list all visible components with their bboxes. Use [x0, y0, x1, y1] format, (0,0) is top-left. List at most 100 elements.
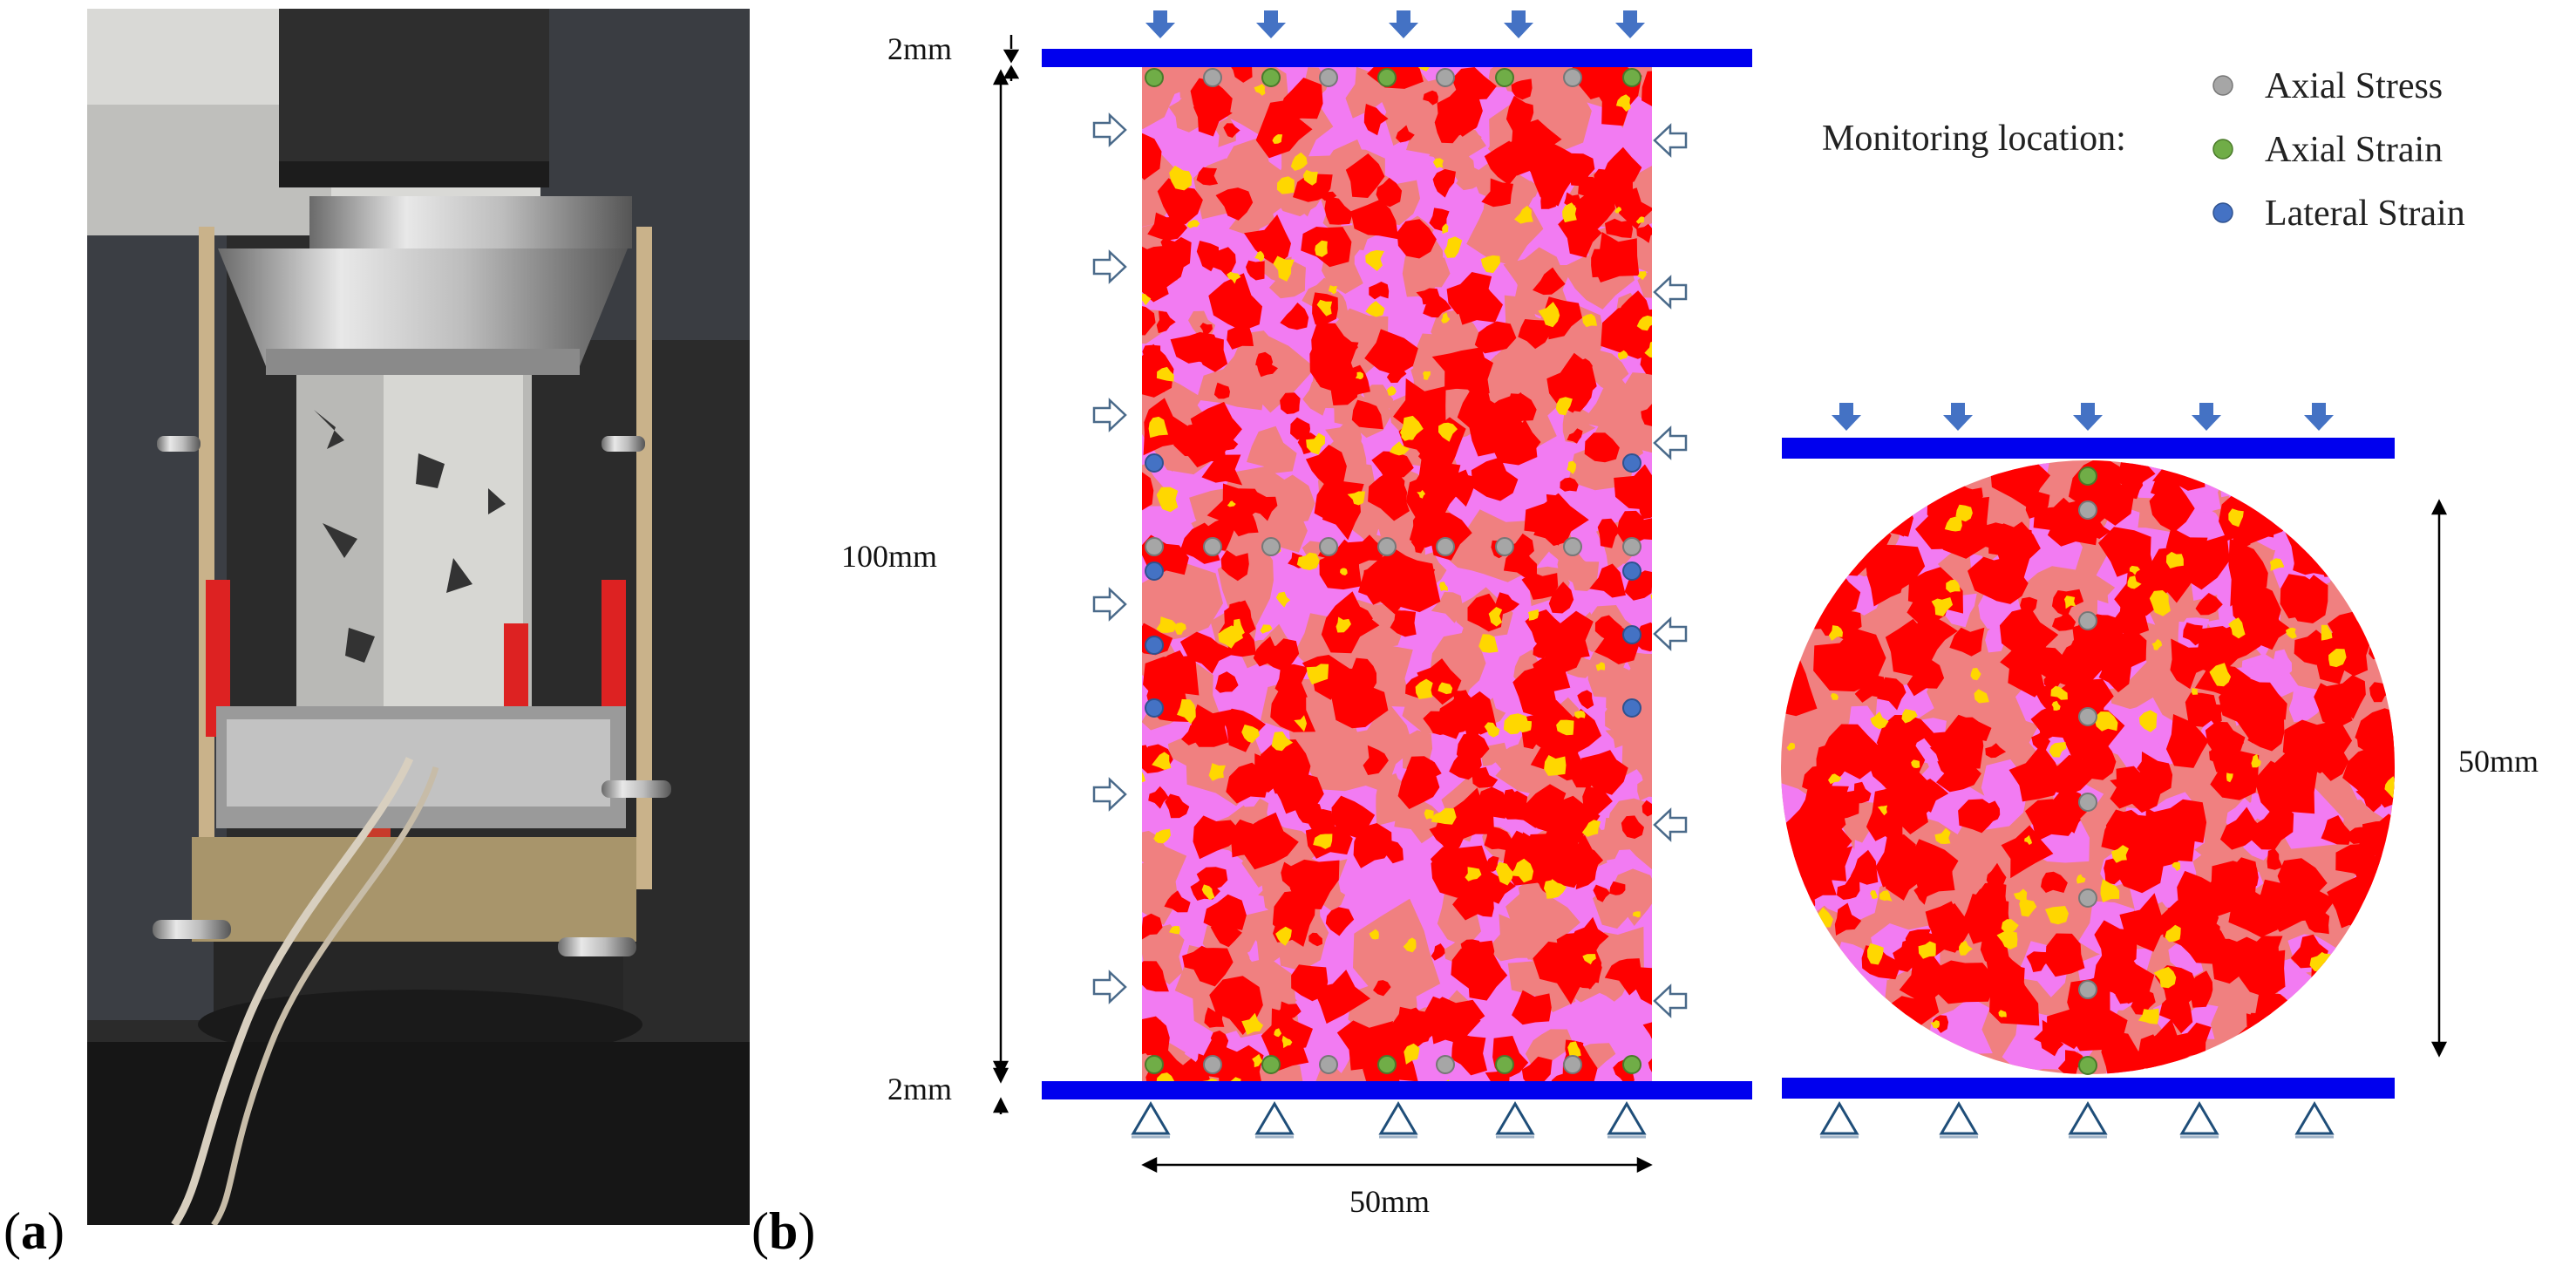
- aggregate-particle: [1467, 895, 1494, 917]
- aggregate-particle: [1624, 570, 1652, 601]
- aggregate-particle: [1378, 837, 1404, 864]
- itz-patch: [1432, 158, 1444, 168]
- itz-patch: [1260, 624, 1273, 634]
- matrix-patch: [2336, 472, 2381, 514]
- aggregate-particle: [1580, 750, 1628, 795]
- matrix-patch: [2267, 649, 2293, 677]
- roller-support-triangle-icon: [1131, 1101, 1171, 1135]
- hollow-arrow-icon: [1092, 777, 1127, 812]
- aggregate-particle: [1262, 638, 1300, 672]
- aggregate-particle: [1927, 902, 1973, 953]
- axial-stress-point: [2078, 707, 2097, 726]
- aggregate-particle: [1280, 303, 1309, 330]
- itz-patch: [1186, 220, 1200, 228]
- itz-patch: [1786, 742, 1796, 751]
- hollow-arrow-icon: [1092, 587, 1127, 622]
- roller-support-triangle-icon: [1607, 1101, 1647, 1135]
- itz-patch: [1581, 820, 1601, 837]
- aggregate-particle: [1390, 610, 1417, 637]
- itz-patch: [2339, 472, 2353, 487]
- aggregate-particle: [1363, 745, 1389, 775]
- mortar-patch: [1277, 500, 1307, 529]
- aggregate-particle: [1142, 1016, 1170, 1055]
- itz-patch: [2252, 487, 2270, 507]
- itz-patch: [1438, 682, 1453, 695]
- itz-patch: [1254, 84, 1266, 96]
- axial-stress-point: [1377, 537, 1397, 556]
- hollow-arrow-icon: [1653, 123, 1688, 158]
- itz-patch: [1177, 698, 1196, 725]
- itz-patch: [2049, 742, 2067, 758]
- itz-patch: [2322, 953, 2338, 970]
- itz-patch: [2241, 460, 2264, 481]
- aggregate-particle: [2067, 997, 2128, 1052]
- aggregate-particle: [1932, 1015, 1949, 1033]
- itz-patch: [1484, 722, 1500, 738]
- aggregate-particle: [1193, 94, 1233, 137]
- matrix-patch: [2307, 473, 2381, 553]
- itz-patch: [1415, 678, 1433, 699]
- mortar-patch: [1628, 745, 1652, 793]
- aggregate-particle: [1821, 1003, 1838, 1023]
- aggregate-particle: [2159, 986, 2193, 1034]
- aggregate-particle: [2001, 825, 2054, 879]
- itz-patch: [1315, 240, 1328, 257]
- axial-stress-point: [1563, 1055, 1582, 1074]
- itz-patch: [1296, 552, 1320, 570]
- aggregate-particle: [1272, 773, 1324, 814]
- down-arrow-icon: [1389, 10, 1418, 38]
- itz-patch: [2045, 906, 2069, 925]
- disc-supports: [1819, 1101, 2335, 1139]
- top-platen: [1042, 49, 1752, 67]
- hollow-arrow-icon: [1653, 425, 1688, 460]
- itz-patch: [1241, 1012, 1264, 1035]
- aggregate-particle: [1980, 555, 2029, 604]
- aggregate-particle: [2057, 678, 2114, 733]
- aggregate-particle: [2098, 651, 2133, 693]
- itz-patch: [1595, 662, 1606, 671]
- itz-patch: [1930, 1020, 1940, 1029]
- itz-patch: [1828, 773, 1842, 785]
- aggregate-particle: [1614, 464, 1652, 510]
- rect-specimen-mesostructure: [1142, 67, 1652, 1081]
- itz-patch: [2151, 638, 2163, 650]
- aggregate-particle: [1471, 457, 1519, 501]
- axial-strain-point: [1495, 1055, 1514, 1074]
- aggregate-particle: [1821, 488, 1857, 534]
- aggregate-particle: [2296, 490, 2355, 555]
- hollow-arrow-icon: [1092, 112, 1127, 147]
- itz-patch: [2051, 700, 2061, 711]
- aggregate-particle: [2026, 951, 2050, 972]
- aggregate-particle: [2285, 461, 2354, 527]
- aggregate-particle: [2323, 675, 2366, 719]
- aggregate-particle: [1190, 948, 1234, 987]
- aggregate-particle: [1142, 354, 1165, 394]
- itz-patch: [1369, 929, 1379, 940]
- itz-patch: [1152, 752, 1172, 770]
- aggregate-particle: [2030, 704, 2069, 743]
- aggregate-particle: [1351, 399, 1383, 430]
- axial-stress-point: [1436, 537, 1455, 556]
- itz-patch: [1839, 554, 1856, 570]
- itz-patch: [1329, 285, 1337, 295]
- matrix-patch: [1781, 987, 1870, 1064]
- axial-stress-point: [1563, 537, 1582, 556]
- dim-disc-diameter: [2430, 499, 2448, 1058]
- aggregate-particle: [1571, 759, 1601, 788]
- itz-patch: [1866, 943, 1884, 965]
- aggregate-particle: [2335, 504, 2386, 555]
- itz-patch: [1386, 385, 1397, 396]
- itz-patch: [1901, 709, 1918, 724]
- aggregate-particle: [1806, 460, 1866, 502]
- itz-patch: [1488, 607, 1503, 627]
- itz-patch: [1637, 271, 1647, 281]
- aggregate-particle: [2359, 460, 2395, 514]
- aggregate-particle: [1454, 473, 1478, 495]
- aggregate-particle: [1163, 236, 1192, 269]
- aggregate-particle: [1781, 950, 1805, 993]
- aggregate-particle: [1512, 990, 1552, 1025]
- aggregate-particle: [2355, 780, 2382, 813]
- itz-patch: [1336, 616, 1351, 633]
- itz-patch: [1174, 623, 1186, 635]
- aggregate-particle: [1877, 677, 1907, 711]
